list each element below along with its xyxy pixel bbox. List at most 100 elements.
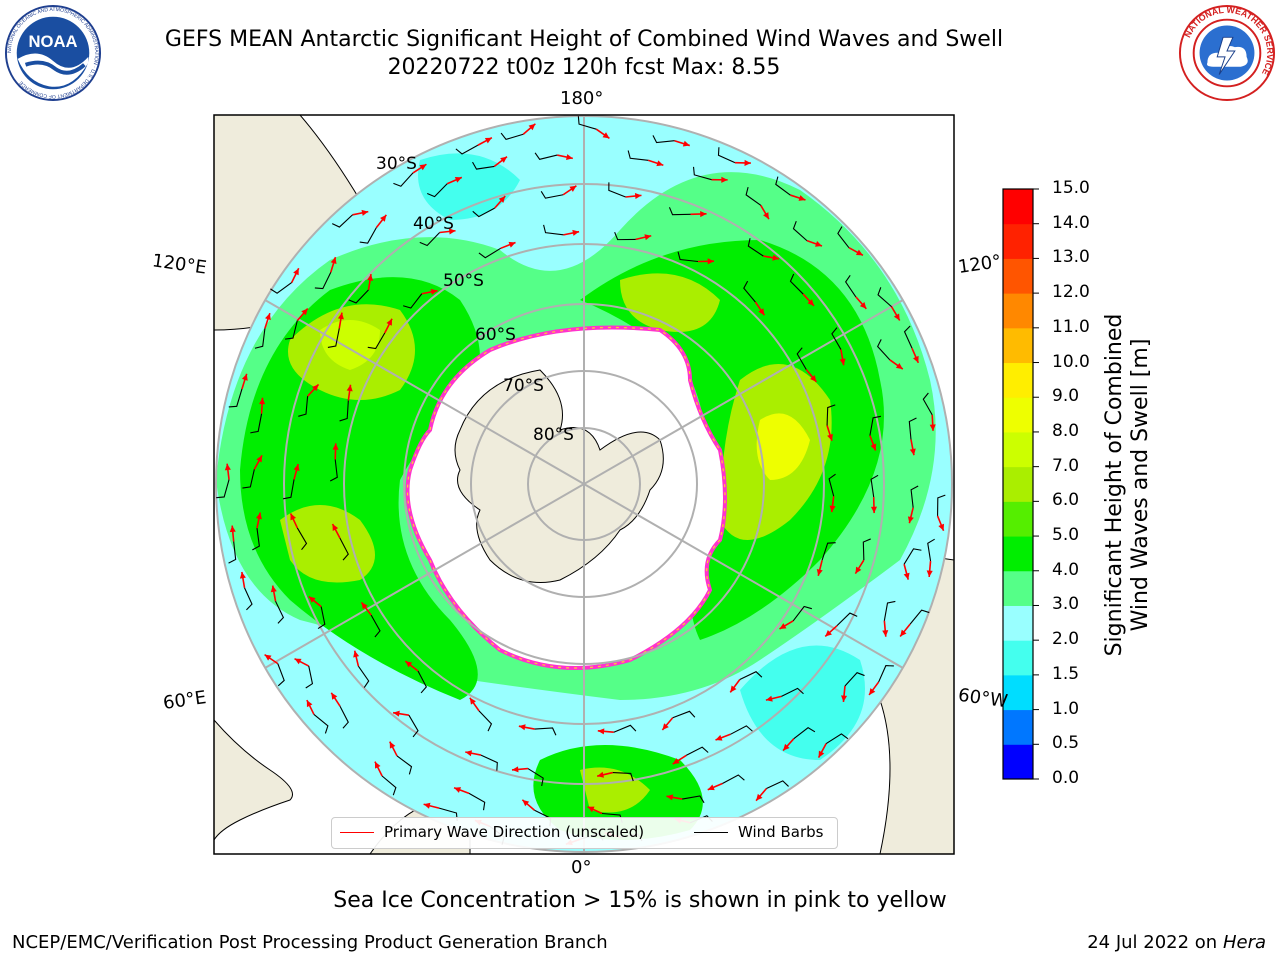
wave-direction-arrowhead	[707, 784, 715, 791]
wave-direction-arrowhead	[337, 312, 344, 320]
wave-direction-arrowhead	[938, 523, 945, 531]
wave-direction-arrowhead	[312, 384, 319, 392]
wind-barb	[837, 226, 850, 249]
wind-barb	[668, 207, 691, 216]
wind-barb	[937, 494, 946, 516]
wind-barb	[317, 606, 326, 630]
wind-barb	[908, 417, 917, 440]
wind-barb	[878, 665, 894, 683]
wind-barb	[910, 485, 919, 508]
wind-barb	[419, 232, 441, 247]
wave-direction-arrowhead	[454, 177, 462, 183]
wind-barb	[612, 772, 634, 782]
wave-direction-arrowhead	[903, 572, 910, 580]
wave-direction-arrowhead	[241, 373, 248, 381]
wind-barb	[775, 176, 791, 196]
colorbar-segment	[1003, 674, 1033, 711]
wind-barb	[692, 166, 712, 181]
wind-barb	[876, 339, 891, 361]
wave-direction-arrowhead	[522, 799, 530, 807]
colorbar-segment	[1003, 536, 1033, 572]
wave-direction-arrowhead	[597, 728, 605, 735]
wind-barb	[367, 332, 386, 350]
map-frame	[213, 114, 955, 855]
wind-barb	[903, 548, 922, 565]
wind-barb	[327, 328, 340, 348]
wave-direction-arrowhead	[448, 228, 456, 235]
wave-band-2-3m-south	[740, 645, 865, 760]
wave-direction-arrowhead	[500, 156, 507, 163]
title-line-2: 20220722 t00z 120h fcst Max: 8.55	[387, 55, 781, 80]
wave-direction-arrowhead	[566, 154, 573, 161]
colorbar-segment	[1003, 466, 1033, 502]
wind-barb	[396, 755, 413, 775]
wind-barb	[243, 587, 253, 611]
colorbar-label: Significant Height of Combined Wind Wave…	[1102, 275, 1154, 695]
wave-direction-arrowhead	[672, 758, 680, 765]
wind-barb	[844, 672, 865, 687]
wave-direction-arrowhead	[818, 750, 825, 758]
wind-barb	[381, 775, 397, 796]
wave-direction-arrowhead	[290, 513, 297, 521]
noaa-logo-text: NOAA	[28, 32, 77, 51]
wave-direction-arrowhead	[700, 210, 707, 218]
wind-barb	[500, 132, 524, 141]
wind-barb	[339, 400, 349, 422]
wave-direction-arrowhead	[239, 571, 246, 579]
wave-direction-arrowhead	[816, 568, 823, 576]
wave-direction-arrowhead	[511, 766, 519, 773]
wind-barb	[836, 612, 858, 627]
wind-barb	[730, 725, 753, 735]
wind-barb	[270, 282, 292, 294]
sea-ice-caption: Sea Ice Concentration > 15% is shown in …	[333, 888, 947, 913]
wave-direction-arrowhead	[807, 299, 814, 306]
wind-barb	[652, 135, 675, 144]
map-legend: Primary Wave Direction (unscaled) Wind B…	[331, 817, 838, 849]
colorbar-segment	[1003, 189, 1033, 225]
wave-direction-arrowhead	[346, 384, 353, 392]
wave-direction-arrowhead	[765, 695, 773, 702]
colorbar-tick-label: 7.0	[1052, 455, 1080, 476]
legend-item-wave-direction: Primary Wave Direction (unscaled)	[340, 823, 644, 841]
wind-barb	[313, 713, 329, 734]
wind-barb	[254, 328, 266, 349]
wind-barb	[282, 479, 295, 500]
wave-direction-arrowhead	[229, 525, 236, 533]
wind-barb	[402, 293, 423, 309]
wave-core-6-7m-b	[756, 413, 810, 480]
footer-date-text: 24 Jul 2022 on	[1087, 932, 1223, 953]
wind-barb	[613, 724, 637, 733]
wave-direction-arrowhead	[469, 697, 476, 705]
wind-barb	[909, 609, 930, 625]
wind-barb	[672, 710, 696, 719]
wave-band-2-3m-north	[418, 153, 520, 220]
wave-direction-arrowhead	[518, 724, 526, 731]
wave-direction-arrowhead	[569, 185, 577, 192]
wave-direction-arrowhead	[587, 806, 595, 813]
wave-band-5-6m-c	[620, 273, 720, 332]
lon-label-0: 0°	[571, 857, 592, 878]
wave-direction-arrowhead	[423, 802, 431, 809]
wave-direction-arrowhead	[634, 192, 642, 200]
wave-direction-arrowhead	[386, 318, 393, 326]
wave-direction-arrowhead	[602, 132, 610, 139]
wave-direction-arrowhead	[707, 258, 714, 265]
wave-direction-arrowhead	[715, 734, 723, 741]
wind-barb	[831, 327, 842, 350]
wind-barb	[480, 754, 498, 771]
wave-direction-arrowhead	[293, 464, 300, 471]
legend-label-wind-barbs: Wind Barbs	[738, 823, 824, 841]
nws-logo: NATIONAL WEATHER SERVICE	[1178, 5, 1275, 102]
wave-direction-arrowhead	[721, 176, 728, 183]
wind-barb	[747, 238, 764, 257]
wave-direction-arrowhead	[465, 750, 473, 757]
wave-direction-arrowhead	[270, 585, 277, 593]
colorbar-segment	[1003, 362, 1033, 398]
wind-barb	[275, 601, 285, 624]
footer-credit: NCEP/EMC/Verification Post Processing Pr…	[12, 932, 608, 953]
wind-barb	[314, 272, 332, 290]
wind-barb	[427, 183, 448, 198]
wave-direction-arrowhead	[779, 623, 787, 629]
wave-direction-arrowhead	[597, 771, 604, 778]
colorbar-segment	[1003, 223, 1033, 259]
